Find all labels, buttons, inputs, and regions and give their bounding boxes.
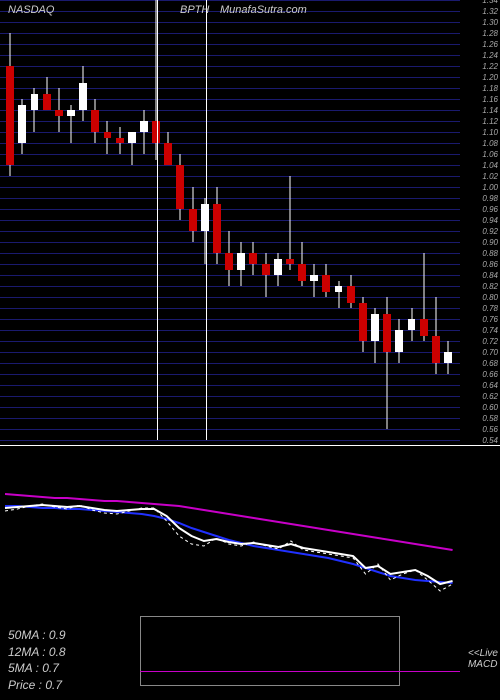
y-tick-label: 1.32 [482, 7, 498, 16]
y-tick-label: 1.24 [482, 51, 498, 60]
ticker-label: BPTH [180, 4, 209, 16]
y-tick-label: 0.70 [482, 348, 498, 357]
y-tick-label: 0.60 [482, 403, 498, 412]
y-tick-label: 1.18 [482, 84, 498, 93]
vertical-line [157, 0, 158, 440]
y-tick-label: 1.00 [482, 183, 498, 192]
ma50-text: 50MA : 0.9 [8, 627, 66, 644]
y-tick-label: 0.64 [482, 381, 498, 390]
line-price [5, 504, 453, 591]
info-box: 50MA : 0.9 12MA : 0.8 5MA : 0.7 Price : … [8, 627, 66, 694]
price-text: Price : 0.7 [8, 677, 66, 694]
y-tick-label: 1.28 [482, 29, 498, 38]
y-tick-label: 1.26 [482, 40, 498, 49]
y-tick-label: 1.10 [482, 128, 498, 137]
y-tick-label: 0.74 [482, 326, 498, 335]
y-tick-label: 0.96 [482, 205, 498, 214]
y-tick-label: 1.12 [482, 117, 498, 126]
y-tick-label: 0.72 [482, 337, 498, 346]
y-tick-label: 1.34 [482, 0, 498, 5]
y-tick-label: 0.90 [482, 238, 498, 247]
grid-lines [0, 0, 460, 440]
y-axis: 1.34 1.32 1.30 1.28 1.26 1.24 1.22 1.20 1.18 1.16… [460, 0, 500, 440]
macd-box [140, 616, 400, 686]
y-tick-label: 1.16 [482, 95, 498, 104]
macd-zero-line [140, 671, 460, 672]
y-tick-label: 0.88 [482, 249, 498, 258]
price-panel: 1.34 1.32 1.30 1.28 1.26 1.24 1.22 1.20 1.18 1.16… [0, 0, 500, 440]
y-tick-label: 1.02 [482, 172, 498, 181]
y-tick-label: 0.98 [482, 194, 498, 203]
y-tick-label: 1.30 [482, 18, 498, 27]
chart-container: 1.34 1.32 1.30 1.28 1.26 1.24 1.22 1.20 1.18 1.16… [0, 0, 500, 700]
exchange-label: NASDAQ [8, 4, 54, 16]
y-tick-label: 0.76 [482, 315, 498, 324]
y-tick-label: 0.82 [482, 282, 498, 291]
y-tick-label: 0.58 [482, 414, 498, 423]
macd-panel: 50MA : 0.9 12MA : 0.8 5MA : 0.7 Price : … [0, 445, 500, 700]
y-tick-label: 0.68 [482, 359, 498, 368]
y-tick-label: 0.62 [482, 392, 498, 401]
y-tick-label: 0.54 [482, 436, 498, 445]
y-tick-label: 1.04 [482, 161, 498, 170]
y-tick-label: 0.84 [482, 271, 498, 280]
ma5-text: 5MA : 0.7 [8, 660, 66, 677]
y-tick-label: 0.92 [482, 227, 498, 236]
y-tick-label: 1.22 [482, 62, 498, 71]
y-tick-label: 0.78 [482, 304, 498, 313]
live-label: <<Live MACD [468, 648, 498, 670]
y-tick-label: 0.56 [482, 425, 498, 434]
ma12-text: 12MA : 0.8 [8, 644, 66, 661]
y-tick-label: 1.14 [482, 106, 498, 115]
y-tick-label: 0.94 [482, 216, 498, 225]
y-tick-label: 1.20 [482, 73, 498, 82]
y-tick-label: 0.66 [482, 370, 498, 379]
y-tick-label: 1.08 [482, 139, 498, 148]
y-tick-label: 0.86 [482, 260, 498, 269]
y-tick-label: 0.80 [482, 293, 498, 302]
y-tick-label: 1.06 [482, 150, 498, 159]
watermark-label: MunafaSutra.com [220, 4, 307, 16]
vertical-line [206, 0, 207, 440]
